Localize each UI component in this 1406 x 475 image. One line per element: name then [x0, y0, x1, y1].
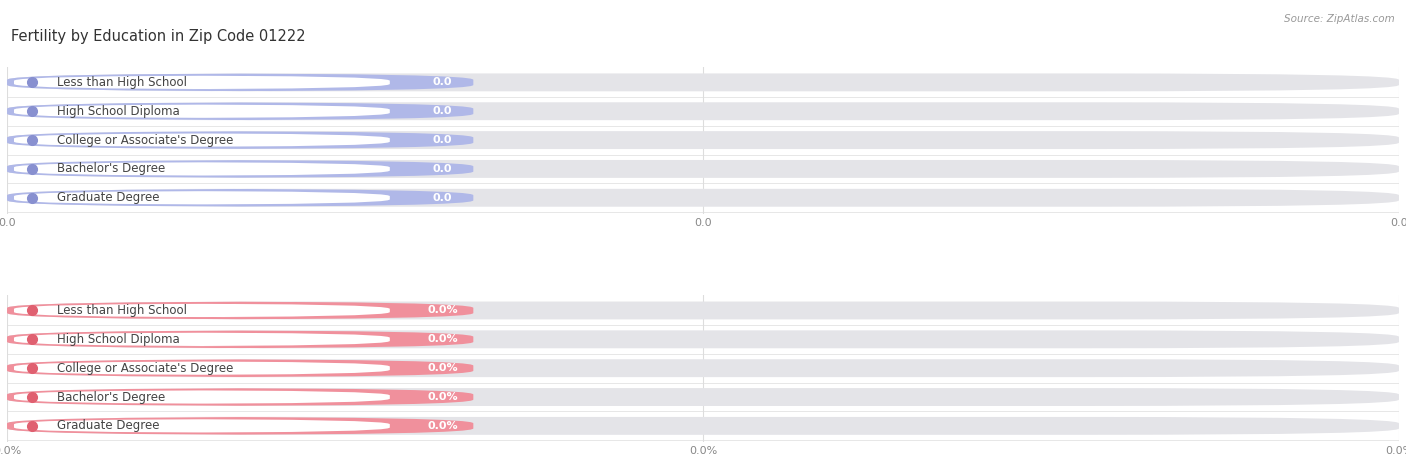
- Text: 0.0%: 0.0%: [427, 305, 458, 315]
- Text: 0.0%: 0.0%: [427, 392, 458, 402]
- Text: 0.0%: 0.0%: [427, 421, 458, 431]
- Text: Source: ZipAtlas.com: Source: ZipAtlas.com: [1284, 14, 1395, 24]
- FancyBboxPatch shape: [7, 331, 474, 348]
- FancyBboxPatch shape: [14, 162, 389, 176]
- FancyBboxPatch shape: [7, 417, 474, 435]
- FancyBboxPatch shape: [7, 388, 1399, 406]
- FancyBboxPatch shape: [14, 361, 389, 375]
- FancyBboxPatch shape: [14, 304, 389, 317]
- Text: Bachelor's Degree: Bachelor's Degree: [58, 162, 166, 175]
- FancyBboxPatch shape: [7, 302, 474, 319]
- Text: 0.0: 0.0: [433, 193, 453, 203]
- FancyBboxPatch shape: [7, 189, 474, 207]
- FancyBboxPatch shape: [7, 102, 474, 120]
- FancyBboxPatch shape: [14, 104, 389, 118]
- FancyBboxPatch shape: [14, 390, 389, 404]
- FancyBboxPatch shape: [7, 131, 474, 149]
- FancyBboxPatch shape: [14, 332, 389, 346]
- Text: Bachelor's Degree: Bachelor's Degree: [58, 390, 166, 404]
- FancyBboxPatch shape: [7, 74, 1399, 91]
- Text: 0.0: 0.0: [433, 77, 453, 87]
- Text: Less than High School: Less than High School: [58, 304, 187, 317]
- Text: High School Diploma: High School Diploma: [58, 333, 180, 346]
- Text: College or Associate's Degree: College or Associate's Degree: [58, 361, 233, 375]
- FancyBboxPatch shape: [7, 359, 474, 377]
- FancyBboxPatch shape: [7, 102, 1399, 120]
- FancyBboxPatch shape: [7, 331, 1399, 348]
- FancyBboxPatch shape: [7, 160, 1399, 178]
- FancyBboxPatch shape: [7, 417, 1399, 435]
- FancyBboxPatch shape: [7, 302, 1399, 319]
- Text: Fertility by Education in Zip Code 01222: Fertility by Education in Zip Code 01222: [11, 28, 307, 44]
- FancyBboxPatch shape: [7, 189, 1399, 207]
- FancyBboxPatch shape: [14, 191, 389, 205]
- Text: 0.0: 0.0: [433, 164, 453, 174]
- Text: College or Associate's Degree: College or Associate's Degree: [58, 133, 233, 147]
- FancyBboxPatch shape: [7, 74, 474, 91]
- Text: 0.0%: 0.0%: [427, 334, 458, 344]
- Text: 0.0%: 0.0%: [427, 363, 458, 373]
- FancyBboxPatch shape: [7, 131, 1399, 149]
- Text: Less than High School: Less than High School: [58, 76, 187, 89]
- Text: 0.0: 0.0: [433, 106, 453, 116]
- FancyBboxPatch shape: [7, 160, 474, 178]
- FancyBboxPatch shape: [7, 388, 474, 406]
- FancyBboxPatch shape: [14, 133, 389, 147]
- FancyBboxPatch shape: [14, 419, 389, 433]
- FancyBboxPatch shape: [14, 76, 389, 89]
- Text: 0.0: 0.0: [433, 135, 453, 145]
- Text: Graduate Degree: Graduate Degree: [58, 191, 160, 204]
- Text: Graduate Degree: Graduate Degree: [58, 419, 160, 432]
- Text: High School Diploma: High School Diploma: [58, 104, 180, 118]
- FancyBboxPatch shape: [7, 359, 1399, 377]
